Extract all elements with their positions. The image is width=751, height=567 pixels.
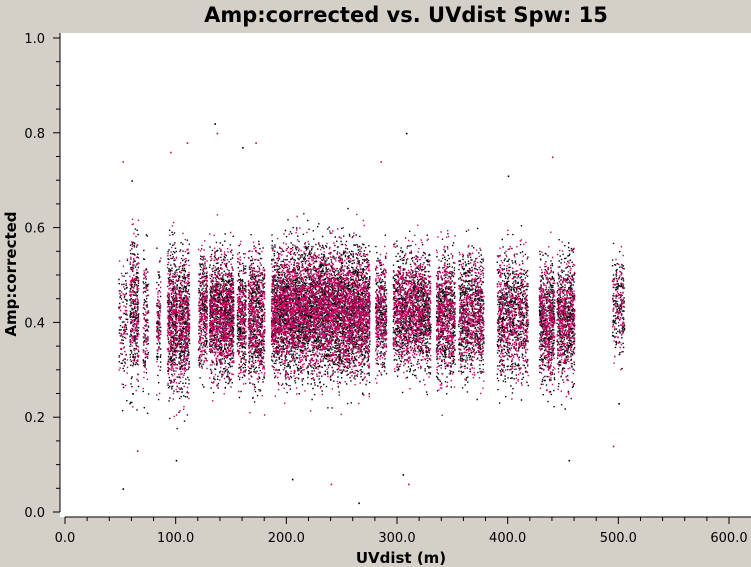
- y-axis-label: Amp:corrected: [2, 211, 20, 336]
- y-tick-label: 1.0: [24, 32, 45, 47]
- plot-area[interactable]: [60, 33, 751, 517]
- x-axis-label: UVdist (m): [356, 549, 446, 567]
- chart-title: Amp:corrected vs. UVdist Spw: 15: [204, 3, 608, 27]
- axes: 0.0 100.0 200.0 300.0 400.0 500.0 600.0 0.0 0.2 0…: [24, 32, 751, 546]
- x-tick-label: 600.0: [710, 531, 747, 546]
- x-tick-label: 0.0: [55, 531, 76, 546]
- y-tick-label: 0.2: [24, 411, 45, 426]
- x-tick-label: 100.0: [157, 531, 194, 546]
- y-tick-label: 0.0: [24, 506, 45, 521]
- y-tick-label: 0.6: [24, 222, 45, 237]
- y-tick-label: 0.8: [24, 127, 45, 142]
- x-tick-label: 200.0: [268, 531, 305, 546]
- x-tick-label: 400.0: [489, 531, 526, 546]
- x-tick-label: 300.0: [378, 531, 415, 546]
- y-tick-label: 0.4: [24, 316, 45, 331]
- x-tick-label: 500.0: [600, 531, 637, 546]
